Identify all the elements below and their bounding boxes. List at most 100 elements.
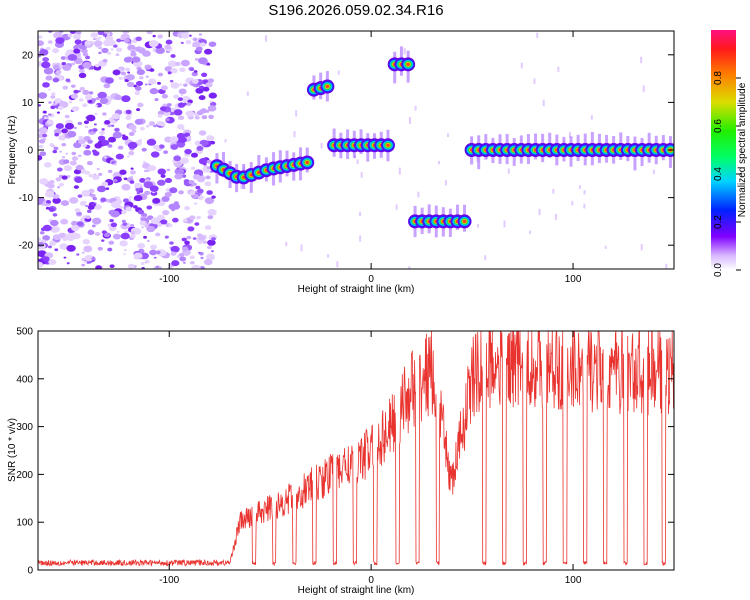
noise-blob: [187, 135, 192, 139]
noise-blob: [69, 160, 77, 166]
noise-blob: [42, 256, 50, 262]
noise-blob: [73, 169, 82, 175]
noise-blob: [137, 209, 145, 215]
noise-blob: [148, 121, 156, 126]
snr-plot-area: [38, 331, 674, 568]
noise-blob: [153, 256, 157, 259]
noise-blob: [179, 256, 187, 262]
noise-blob: [190, 77, 194, 81]
noise-blob: [102, 112, 107, 116]
noise-blob: [65, 78, 71, 82]
noise-blob: [98, 51, 102, 55]
noise-blob: [82, 89, 90, 95]
noise-blob: [192, 174, 201, 180]
faint-speckle: [590, 115, 593, 120]
noise-blob: [127, 263, 135, 269]
noise-blob: [39, 151, 47, 157]
noise-blob: [190, 166, 196, 170]
noise-blob: [139, 189, 144, 193]
noise-blob: [182, 246, 189, 252]
noise-blob: [42, 110, 47, 114]
noise-blob: [188, 179, 195, 185]
noise-blob: [100, 197, 107, 203]
noise-blob: [47, 40, 53, 44]
noise-blob: [172, 217, 179, 223]
faint-speckle: [285, 241, 288, 247]
faint-speckle: [395, 204, 398, 210]
noise-blob: [108, 136, 116, 143]
noise-blob: [114, 94, 122, 101]
noise-blob: [132, 205, 138, 209]
noise-blob: [187, 226, 195, 232]
noise-blob: [155, 265, 159, 268]
noise-blob: [179, 253, 185, 257]
faint-speckle: [542, 99, 545, 107]
spectrogram-marks: [38, 31, 674, 269]
noise-blob: [38, 237, 42, 242]
noise-blob: [129, 223, 135, 227]
faint-speckle: [327, 254, 330, 258]
noise-blob: [201, 72, 208, 78]
noise-blob: [86, 209, 92, 213]
noise-blob: [39, 231, 45, 235]
noise-blob: [56, 62, 61, 66]
noise-blob: [185, 110, 195, 117]
faint-speckle: [337, 70, 340, 75]
noise-blob: [198, 158, 208, 165]
noise-blob: [148, 40, 159, 48]
noise-blob: [179, 83, 183, 86]
noise-blob: [58, 182, 65, 187]
noise-blob: [61, 128, 68, 134]
faint-speckle: [240, 183, 243, 189]
noise-blob: [52, 213, 58, 217]
noise-blob: [112, 233, 121, 240]
noise-blob: [39, 49, 49, 56]
noise-blob: [146, 225, 156, 233]
noise-blob: [69, 197, 79, 204]
noise-blob: [127, 71, 131, 74]
faint-speckle: [538, 208, 541, 216]
noise-blob: [77, 154, 82, 158]
faint-speckle: [403, 48, 406, 55]
y-tick-label: 300: [16, 422, 33, 433]
noise-blob: [157, 72, 164, 77]
noise-blob: [107, 247, 113, 252]
noise-blob: [38, 144, 44, 149]
x-tick-label: 100: [565, 274, 582, 285]
faint-speckle: [552, 188, 555, 194]
noise-blob: [159, 122, 166, 127]
faint-speckle: [640, 56, 643, 64]
noise-blob: [45, 46, 51, 51]
noise-blob: [76, 211, 82, 216]
noise-blob: [95, 37, 100, 41]
colorbar-ticks: 0.0 0.2 0.4 0.6 0.8: [713, 71, 741, 277]
noise-blob: [84, 40, 92, 46]
noise-blob: [64, 114, 70, 119]
noise-blob: [135, 80, 144, 87]
noise-blob: [52, 194, 60, 199]
noise-blob: [122, 222, 128, 226]
noise-blob: [92, 197, 97, 201]
noise-blob: [165, 117, 170, 122]
faint-speckle: [414, 106, 417, 111]
noise-blob: [189, 260, 195, 265]
noise-blob: [164, 235, 169, 239]
noise-blob: [173, 94, 180, 99]
noise-blob: [121, 183, 131, 191]
noise-blob: [123, 253, 126, 256]
colorbar-gradient: [711, 30, 736, 270]
noise-blob: [82, 103, 88, 108]
noise-blob: [202, 240, 207, 244]
noise-blob: [99, 130, 105, 135]
noise-blob: [114, 127, 120, 132]
noise-blob: [138, 48, 146, 54]
faint-speckle: [246, 91, 249, 96]
faint-speckle: [554, 213, 557, 220]
y-tick-label: 400: [16, 374, 33, 385]
faint-speckle: [533, 78, 536, 84]
noise-blob: [191, 264, 201, 269]
noise-blob: [178, 190, 184, 195]
noise-blob: [202, 86, 210, 92]
noise-blob: [164, 191, 172, 198]
faint-speckle: [642, 85, 645, 93]
